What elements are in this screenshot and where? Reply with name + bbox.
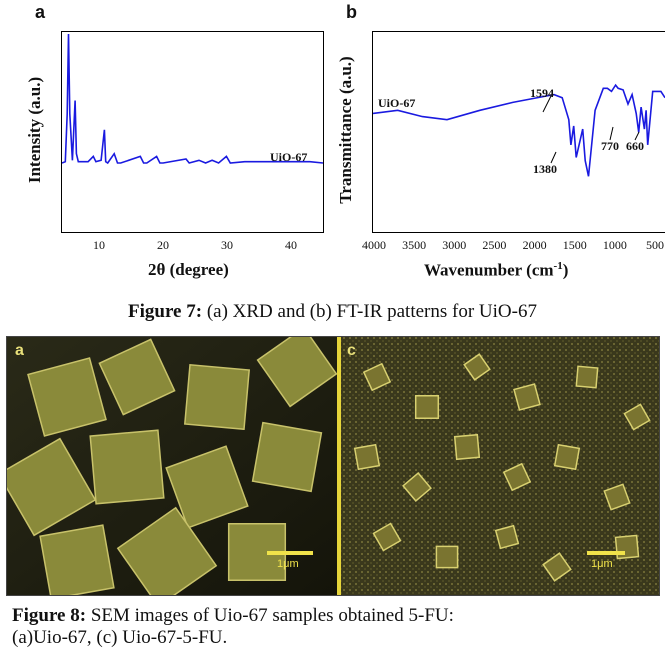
sem-letter-c: c <box>347 342 356 359</box>
xrd-xlabel: 2θ (degree) <box>148 260 229 279</box>
xrd-plot-area <box>61 31 324 233</box>
sem-crystal <box>27 357 107 437</box>
sem-crystal <box>227 522 287 582</box>
ftir-peak-1594: 1594 <box>530 86 554 100</box>
ftir-xlabel-sup: -1 <box>553 260 563 272</box>
figure7-caption-bold: Figure 7: <box>128 301 203 322</box>
ftir-xlabel-main: Wavenumber (cm <box>424 260 554 280</box>
figure8-caption-line1: Figure 8: SEM images of Uio-67 samples o… <box>12 605 652 627</box>
x-tick-label: 3000 <box>442 238 467 252</box>
x-tick-label: 2500 <box>482 238 507 252</box>
xrd-series-label: UiO-67 <box>270 150 308 164</box>
peak-leader-line <box>550 151 557 164</box>
ftir-ylabel: Transmittance (a.u.) <box>336 56 355 204</box>
ftir-peak-1380: 1380 <box>533 162 557 176</box>
ftir-peak-660: 660 <box>626 139 644 153</box>
x-tick-label: 30 <box>221 238 233 252</box>
ftir-chart <box>373 83 665 177</box>
ftir-xlabel-end: ) <box>562 260 569 280</box>
ftir-xlabel: Wavenumber (cm-1) <box>424 260 568 281</box>
peak-leader-line <box>609 126 614 141</box>
sem-crystal <box>98 338 176 416</box>
sem-crystal <box>7 437 97 537</box>
sem-crystal <box>256 337 338 408</box>
figure8-caption-bold: Figure 8: <box>12 605 87 626</box>
ftir-plot-area <box>372 31 665 233</box>
series-line-uio-67 <box>373 83 665 177</box>
sem-crystal <box>116 506 218 595</box>
sem-crystal <box>575 365 599 389</box>
sem-crystal <box>603 483 631 511</box>
sem-crystal <box>623 403 651 431</box>
sem-crystal <box>372 522 402 552</box>
figure8-caption: Figure 8: SEM images of Uio-67 samples o… <box>12 605 652 649</box>
sem-crystal <box>614 534 640 560</box>
sem-crystal <box>414 394 440 420</box>
x-tick-label: 10 <box>93 238 105 252</box>
figure7-caption: Figure 7: (a) XRD and (b) FT-IR patterns… <box>0 301 665 323</box>
peak-leader-line <box>634 131 640 141</box>
ftir-panel: b Transmittance (a.u.) UiO-67 1594 1380 … <box>330 0 665 290</box>
sem-crystal <box>89 429 165 505</box>
sem-crystal <box>362 362 392 392</box>
xrd-ylabel: Intensity (a.u.) <box>25 76 44 184</box>
x-tick-label: 4000 <box>362 238 386 252</box>
peak-leader-line <box>542 95 552 113</box>
sem-crystal <box>502 462 532 492</box>
ftir-series-label: UiO-67 <box>378 96 416 110</box>
xrd-panel: a Intensity (a.u.) UiO-67 10 20 30 40 2θ (d… <box>0 0 330 290</box>
sem-crystal <box>435 545 459 569</box>
sem-crystal <box>183 363 251 431</box>
figure8-caption-line2: (a)Uio-67, (c) Uio-67-5-FU. <box>12 627 228 648</box>
x-tick-label: 500 <box>646 238 664 252</box>
sem-crystal <box>251 421 323 493</box>
sem-letter-a: a <box>15 342 24 359</box>
sem-crystal <box>553 443 581 471</box>
sem-crystal <box>453 433 481 461</box>
ftir-peak-770: 770 <box>601 139 619 153</box>
panel-letter-a: a <box>35 2 46 22</box>
x-tick-label: 1000 <box>602 238 627 252</box>
series-line-uio-67 <box>62 33 323 165</box>
figure8-caption-text: SEM images of Uio-67 samples obtained 5-… <box>86 605 454 626</box>
right-scalebar <box>587 551 625 555</box>
sem-crystal <box>542 552 572 582</box>
sem-texture <box>7 337 659 595</box>
x-tick-label: 2000 <box>522 238 547 252</box>
x-tick-label: 40 <box>285 238 297 252</box>
sem-crystal <box>463 353 491 381</box>
sem-crystal <box>402 472 432 502</box>
sem-crystal <box>165 445 249 529</box>
x-tick-label: 20 <box>157 238 169 252</box>
sem-divider <box>337 337 341 595</box>
left-scalebar <box>267 551 313 555</box>
sem-crystal <box>513 383 541 411</box>
left-scale-label: 1μm <box>277 558 299 570</box>
panel-letter-b: b <box>346 2 357 22</box>
sem-crystal <box>494 524 520 550</box>
figure7-caption-text: (a) XRD and (b) FT-IR patterns for UiO-6… <box>202 301 537 322</box>
sem-crystal <box>353 443 381 471</box>
x-tick-label: 3500 <box>402 238 427 252</box>
x-tick-label: 1500 <box>562 238 587 252</box>
sem-images: a c 1μm 1μm <box>6 336 660 596</box>
sem-crystal <box>39 524 115 595</box>
xrd-chart <box>62 33 323 165</box>
right-scale-label: 1μm <box>591 558 613 570</box>
